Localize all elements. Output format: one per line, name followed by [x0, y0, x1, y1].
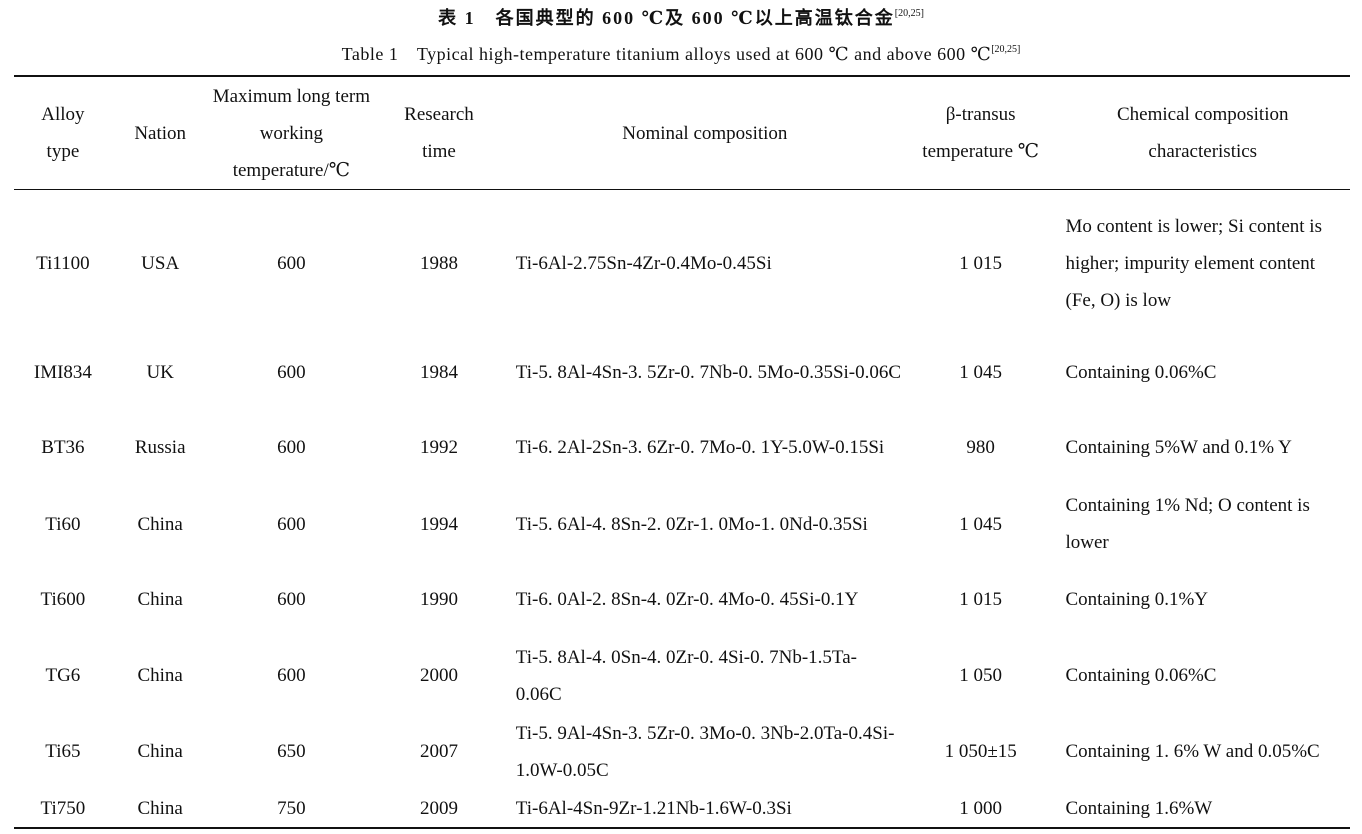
cell-max-temp: 600 [277, 252, 306, 274]
cell-nation: China [137, 589, 183, 610]
table-row: TG6 China 600 2000 Ti-5. 8Al-4. 0Sn-4. 0Zr-0… [14, 638, 1350, 714]
header-max-temp: Maximum long term working temperature/℃ [212, 85, 370, 181]
table-row: Ti1100 USA 600 1988 Ti-6Al-2.75Sn-4Zr-0.4Mo-… [14, 190, 1350, 337]
header-beta-transus: β-transus temperature ℃ [922, 104, 1040, 162]
cell-characteristics: Containing 1. 6% W and 0.05%C [1065, 741, 1320, 762]
table-row: Ti600 China 600 1990 Ti-6. 0Al-2. 8Sn-4. 0Zr… [14, 562, 1350, 638]
header-row: Alloy type Nation Maximum long term work… [14, 76, 1350, 190]
header-characteristics: Chemical composition characteristics [1116, 104, 1289, 162]
cell-beta-transus: 980 [966, 437, 995, 458]
caption-english-text: Table 1 Typical high-temperature titaniu… [341, 44, 992, 64]
cell-characteristics: Containing 0.1%Y [1065, 589, 1209, 610]
cell-max-temp: 650 [277, 741, 306, 762]
cell-max-temp: 600 [277, 437, 306, 458]
cell-nominal-composition: Ti-5. 8Al-4Sn-3. 5Zr-0. 7Nb-0. 5Mo-0.35S… [515, 362, 902, 383]
cell-nation: China [137, 797, 183, 819]
cell-beta-transus: 1 000 [959, 797, 1003, 819]
cell-beta-transus: 1 050 [959, 665, 1003, 686]
cell-alloy-type: Ti65 [45, 741, 81, 762]
cell-nominal-composition: Ti-5. 8Al-4. 0Sn-4. 0Zr-0. 4Si-0. 7Nb-1.… [515, 646, 857, 705]
header-research-time: Research time [404, 104, 474, 162]
cell-research-time: 2009 [419, 797, 458, 819]
cell-beta-transus: 1 045 [959, 513, 1003, 535]
cell-alloy-type: IMI834 [33, 362, 92, 383]
cell-nation: UK [146, 362, 174, 383]
table-row: Ti750 China 750 2009 Ti-6Al-4Sn-9Zr-1.21Nb-1… [14, 790, 1350, 828]
cell-alloy-type: Ti600 [40, 589, 86, 610]
caption-reference: [20,25] [991, 44, 1021, 55]
header-nominal-composition: Nominal composition [622, 122, 788, 144]
cell-alloy-type: Ti60 [45, 513, 81, 535]
cell-max-temp: 750 [277, 797, 306, 819]
cell-alloy-type: Ti1100 [36, 252, 90, 274]
cell-characteristics: Containing 5%W and 0.1% Y [1065, 437, 1292, 458]
cell-nominal-composition: Ti-6Al-2.75Sn-4Zr-0.4Mo-0.45Si [515, 252, 772, 274]
cell-beta-transus: 1 015 [959, 252, 1003, 274]
header-nation: Nation [134, 122, 187, 144]
cell-research-time: 1992 [419, 437, 458, 458]
caption-reference: [20,25] [894, 8, 924, 19]
cell-max-temp: 600 [277, 589, 306, 610]
cell-alloy-type: BT36 [41, 437, 85, 458]
cell-nation: China [137, 665, 183, 686]
cell-nominal-composition: Ti-5. 6Al-4. 8Sn-2. 0Zr-1. 0Mo-1. 0Nd-0.… [515, 513, 868, 535]
cell-beta-transus: 1 045 [959, 362, 1003, 383]
table-row: BT36 Russia 600 1992 Ti-6. 2Al-2Sn-3. 6Zr-0.… [14, 409, 1350, 487]
header-alloy-type: Alloy type [41, 104, 85, 162]
alloy-table: Alloy type Nation Maximum long term work… [14, 75, 1350, 829]
cell-characteristics: Mo content is lower; Si content is highe… [1065, 215, 1322, 311]
cell-nation: USA [141, 252, 180, 274]
cell-characteristics: Containing 1% Nd; O content is lower [1065, 495, 1310, 553]
cell-research-time: 1990 [419, 589, 458, 610]
cell-research-time: 1994 [419, 513, 458, 535]
cell-nation: China [137, 513, 183, 535]
cell-max-temp: 600 [277, 513, 306, 535]
cell-nominal-composition: Ti-6. 2Al-2Sn-3. 6Zr-0. 7Mo-0. 1Y-5.0W-0… [515, 437, 885, 458]
cell-max-temp: 600 [277, 362, 306, 383]
cell-characteristics: Containing 0.06%C [1065, 362, 1217, 383]
cell-alloy-type: Ti750 [40, 797, 86, 819]
cell-nominal-composition: Ti-6Al-4Sn-9Zr-1.21Nb-1.6W-0.3Si [515, 797, 792, 819]
cell-research-time: 1988 [419, 252, 458, 274]
cell-nation: Russia [134, 437, 186, 458]
cell-research-time: 2000 [419, 665, 458, 686]
cell-beta-transus: 1 015 [959, 589, 1003, 610]
table-row: IMI834 UK 600 1984 Ti-5. 8Al-4Sn-3. 5Zr-0. 7… [14, 337, 1350, 409]
cell-research-time: 2007 [419, 741, 458, 762]
table-row: Ti65 China 650 2007 Ti-5. 9Al-4Sn-3. 5Zr-0. … [14, 714, 1350, 790]
cell-nominal-composition: Ti-5. 9Al-4Sn-3. 5Zr-0. 3Mo-0. 3Nb-2.0Ta… [515, 722, 895, 781]
cell-nominal-composition: Ti-6. 0Al-2. 8Sn-4. 0Zr-0. 4Mo-0. 45Si-0… [515, 589, 859, 610]
caption-english: Table 1 Typical high-temperature titaniu… [0, 40, 1362, 66]
cell-alloy-type: TG6 [45, 665, 81, 686]
cell-nation: China [137, 741, 183, 762]
cell-beta-transus: 1 050±15 [944, 741, 1017, 762]
cell-max-temp: 600 [277, 665, 306, 686]
cell-characteristics: Containing 0.06%C [1065, 665, 1217, 686]
cell-characteristics: Containing 1.6%W [1065, 797, 1213, 819]
caption-chinese-text: 表 1 各国典型的 600 ℃及 600 ℃以上高温钛合金 [438, 8, 895, 28]
cell-research-time: 1984 [419, 362, 458, 383]
caption-chinese: 表 1 各国典型的 600 ℃及 600 ℃以上高温钛合金[20,25] [0, 4, 1362, 30]
table-row: Ti60 China 600 1994 Ti-5. 6Al-4. 8Sn-2. 0Zr-… [14, 487, 1350, 562]
